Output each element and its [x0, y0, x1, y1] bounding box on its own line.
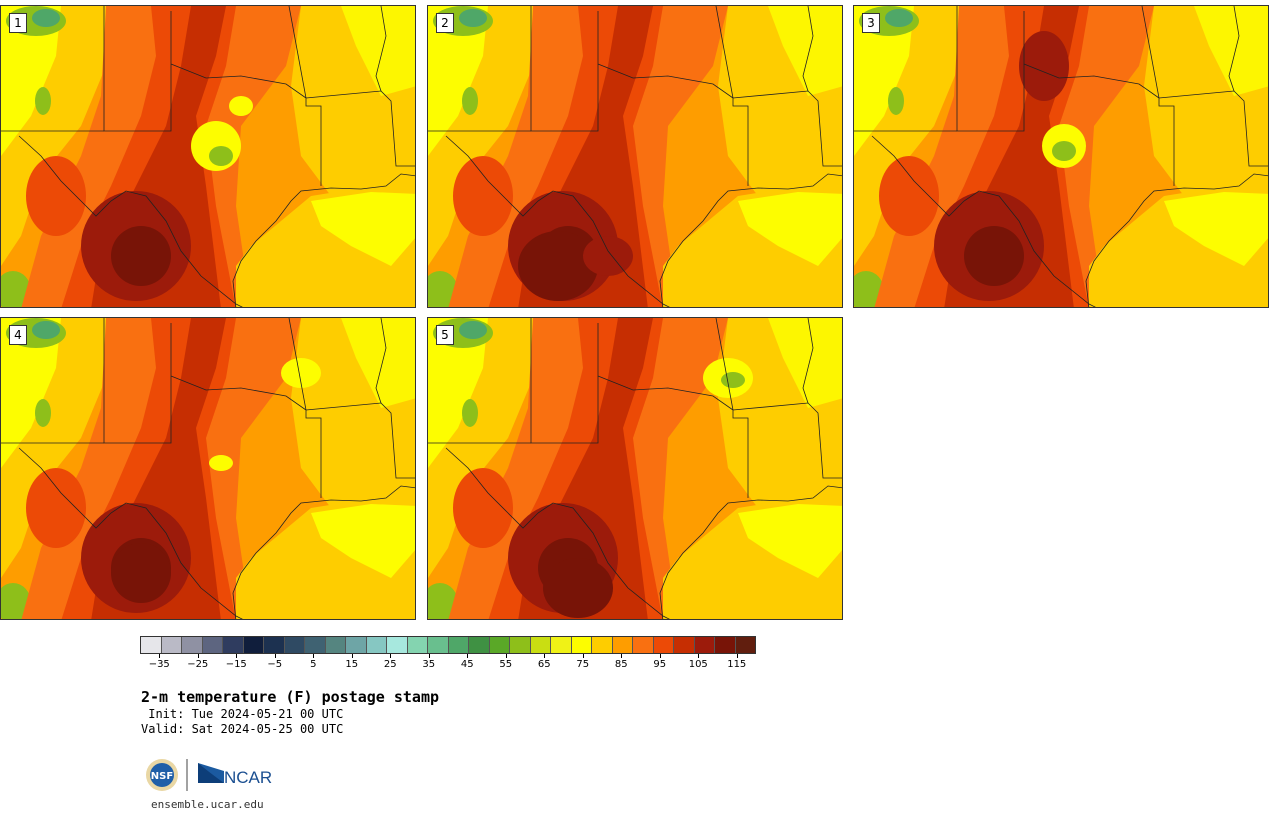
- colorbar-swatch: [243, 637, 264, 653]
- colorbar-swatch: [366, 637, 387, 653]
- member-number-label: 1: [9, 13, 27, 33]
- colorbar-tick: [505, 654, 507, 658]
- colorbar-tick-label: 75: [576, 659, 590, 670]
- colorbar-tick-label: 65: [537, 659, 551, 670]
- colorbar-tick-label: 5: [310, 659, 317, 670]
- valid-time: Valid: Sat 2024-05-25 00 UTC: [141, 722, 344, 736]
- colorbar-swatch: [469, 637, 490, 653]
- svg-text:NSF: NSF: [151, 771, 173, 782]
- colorbar-tick: [313, 654, 315, 658]
- colorbar-tick: [159, 654, 161, 658]
- colorbar-swatch: [448, 637, 469, 653]
- colorbar-tick: [736, 654, 738, 658]
- colorbar-tick: [621, 654, 623, 658]
- plot-title: 2-m temperature (F) postage stamp: [141, 688, 440, 706]
- website-url: ensemble.ucar.edu: [151, 798, 264, 811]
- colorbar-tick-label: 95: [653, 659, 667, 670]
- temperature-map: [1, 318, 415, 619]
- colorbar-swatch: [530, 637, 551, 653]
- colorbar-swatch: [346, 637, 367, 653]
- colorbar-tick: [390, 654, 392, 658]
- colorbar-swatch: [305, 637, 326, 653]
- nsf-logo-icon: NSF: [146, 759, 178, 791]
- init-time: Init: Tue 2024-05-21 00 UTC: [141, 707, 344, 721]
- colorbar-tick-label: −35: [148, 659, 170, 670]
- map-panel: 3: [853, 5, 1269, 308]
- colorbar-tick: [274, 654, 276, 658]
- colorbar-tick-label: 35: [422, 659, 436, 670]
- member-number-label: 5: [436, 325, 454, 345]
- colorbar-swatch: [161, 637, 182, 653]
- colorbar-tick: [236, 654, 238, 658]
- colorbar-swatch: [141, 637, 162, 653]
- map-panel: 5: [427, 317, 843, 620]
- colorbar-tick: [351, 654, 353, 658]
- member-number-label: 3: [862, 13, 880, 33]
- colorbar-ticks: −35 −25 −15 −5 5 15 25 35 45 55 65 75 85 95 105 115: [140, 654, 756, 674]
- colorbar-swatch: [510, 637, 531, 653]
- temperature-map: [428, 318, 842, 619]
- svg-text:NCAR: NCAR: [224, 768, 272, 787]
- colorbar-tick-label: 115: [727, 659, 747, 670]
- member-number-label: 4: [9, 325, 27, 345]
- colorbar-swatch: [387, 637, 408, 653]
- colorbar-swatch: [428, 637, 449, 653]
- colorbar-swatch: [325, 637, 346, 653]
- colorbar-tick-label: −25: [187, 659, 209, 670]
- colorbar-swatch: [202, 637, 223, 653]
- colorbar-tick-label: 25: [383, 659, 397, 670]
- colorbar-swatch: [592, 637, 613, 653]
- colorbar-tick-label: 45: [460, 659, 474, 670]
- logos: NSF NCAR: [144, 757, 274, 793]
- member-number-label: 2: [436, 13, 454, 33]
- colorbar-tick-label: −5: [267, 659, 283, 670]
- temperature-map: [854, 6, 1268, 307]
- map-panel: 4: [0, 317, 416, 620]
- colorbar-swatch: [694, 637, 715, 653]
- colorbar-tick: [544, 654, 546, 658]
- colorbar-swatch: [284, 637, 305, 653]
- map-panel: 1: [0, 5, 416, 308]
- colorbar-tick-label: 105: [688, 659, 708, 670]
- colorbar-swatch: [489, 637, 510, 653]
- colorbar-swatch: [182, 637, 203, 653]
- colorbar-tick: [467, 654, 469, 658]
- temperature-map: [428, 6, 842, 307]
- colorbar-swatch: [551, 637, 572, 653]
- colorbar-tick-label: 55: [499, 659, 513, 670]
- colorbar-swatch: [633, 637, 654, 653]
- colorbar-swatch: [264, 637, 285, 653]
- colorbar-swatch: [571, 637, 592, 653]
- colorbar-swatch: [735, 637, 755, 653]
- colorbar-tick-label: 15: [345, 659, 359, 670]
- colorbar-tick-label: 85: [614, 659, 628, 670]
- colorbar-tick: [659, 654, 661, 658]
- colorbar-swatch: [674, 637, 695, 653]
- colorbar-swatch: [407, 637, 428, 653]
- colorbar-swatch: [653, 637, 674, 653]
- colorbar-swatch: [223, 637, 244, 653]
- colorbar-tick: [582, 654, 584, 658]
- temperature-colorbar: [140, 636, 756, 654]
- colorbar-swatch: [715, 637, 736, 653]
- colorbar-tick-label: −15: [225, 659, 247, 670]
- colorbar-tick: [197, 654, 199, 658]
- ncar-logo-icon: NCAR: [198, 763, 272, 787]
- temperature-map: [1, 6, 415, 307]
- colorbar-swatch: [612, 637, 633, 653]
- colorbar-tick: [428, 654, 430, 658]
- map-panel: 2: [427, 5, 843, 308]
- colorbar-tick: [698, 654, 700, 658]
